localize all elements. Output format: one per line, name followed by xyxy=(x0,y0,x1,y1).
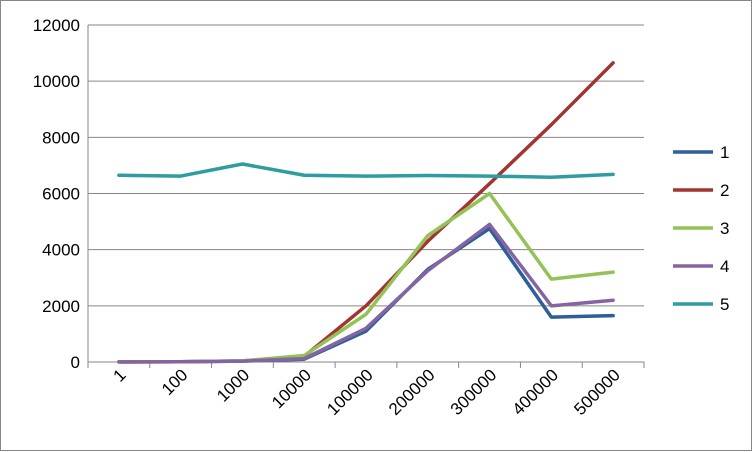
y-tick-label: 10000 xyxy=(33,72,80,91)
y-tick-label: 6000 xyxy=(42,185,80,204)
x-tick-label: 1000 xyxy=(213,365,253,405)
legend-item-1: 1 xyxy=(673,143,729,162)
legend-label: 3 xyxy=(720,219,729,238)
x-tick-label: 300000 xyxy=(447,365,501,419)
y-tick-label: 2000 xyxy=(42,297,80,316)
y-tick-label: 8000 xyxy=(42,128,80,147)
series-lines xyxy=(117,61,615,364)
legend: 1 2 3 4 5 xyxy=(673,143,729,314)
y-tick-label: 0 xyxy=(71,353,80,372)
y-axis: 0 2000 4000 6000 8000 10000 12000 xyxy=(33,16,89,372)
legend-item-4: 4 xyxy=(673,257,729,276)
x-tick-label: 100 xyxy=(158,365,191,398)
legend-label: 4 xyxy=(720,257,729,276)
legend-item-2: 2 xyxy=(673,181,729,200)
series-line-1 xyxy=(117,226,615,364)
legend-label: 1 xyxy=(720,143,729,162)
x-tick-label: 100000 xyxy=(323,365,377,419)
x-tick-label: 10000 xyxy=(268,365,315,412)
legend-label: 2 xyxy=(720,181,729,200)
x-tick-label: 500000 xyxy=(570,365,624,419)
y-tick-label: 12000 xyxy=(33,16,80,35)
series-line-5 xyxy=(117,162,615,179)
x-tick-label: 1 xyxy=(110,365,130,385)
series-line-4 xyxy=(117,222,615,364)
legend-label: 5 xyxy=(720,295,729,314)
x-axis: 1 100 1000 10000 100000 200000 300000 400000 500… xyxy=(87,361,645,419)
gridlines xyxy=(88,24,644,307)
series-line-2 xyxy=(117,61,615,364)
series-line-3 xyxy=(117,191,615,364)
x-tick-label: 400000 xyxy=(509,365,563,419)
y-tick-label: 4000 xyxy=(42,241,80,260)
legend-item-3: 3 xyxy=(673,219,729,238)
legend-item-5: 5 xyxy=(673,295,729,314)
x-tick-label: 200000 xyxy=(385,365,439,419)
